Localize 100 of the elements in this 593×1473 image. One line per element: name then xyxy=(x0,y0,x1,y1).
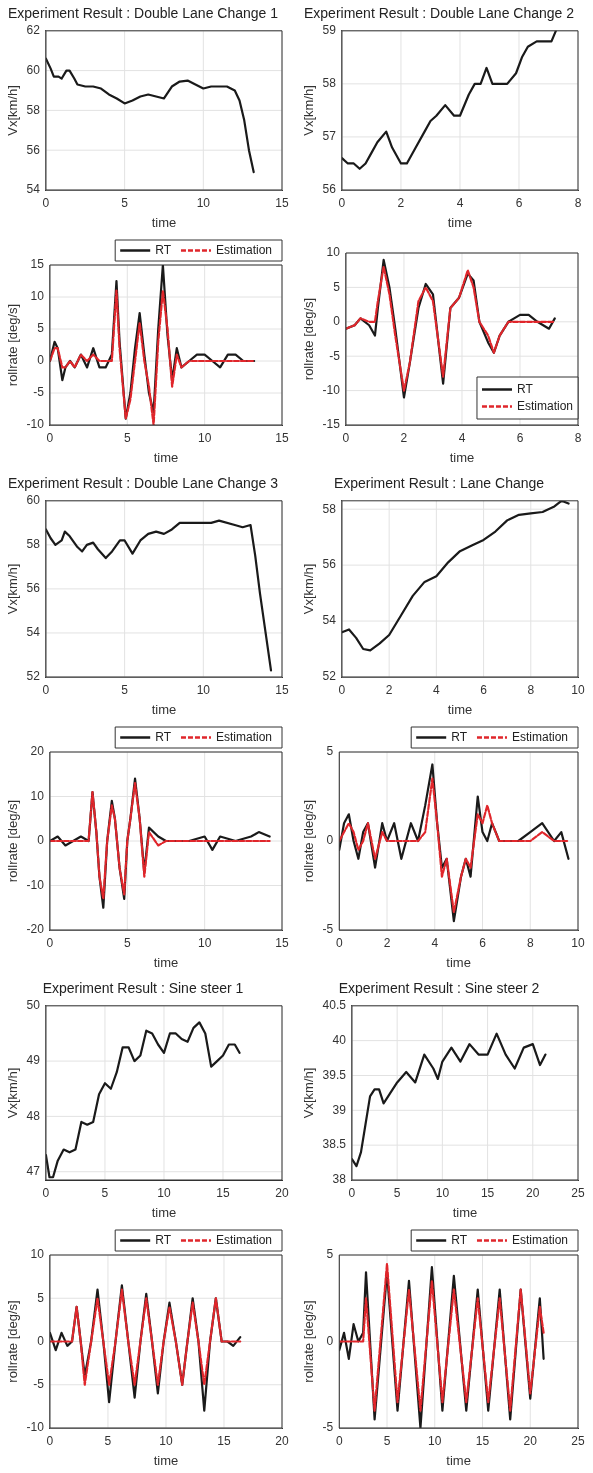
y-tick-label: -5 xyxy=(322,922,334,937)
x-axis-title: time xyxy=(151,214,177,230)
x-axis-title: time xyxy=(452,1204,478,1220)
x-tick-label: 4 xyxy=(458,430,466,445)
y-tick-label: 38 xyxy=(332,1172,347,1187)
x-tick-label: 20 xyxy=(275,1185,289,1200)
y-tick-label: 5 xyxy=(326,1247,334,1262)
chart-title: Experiment Result : Sine steer 1 xyxy=(42,980,244,997)
legend-label: Estimation xyxy=(215,1232,273,1247)
x-tick-label: 8 xyxy=(574,430,582,445)
y-axis-title: Vx[km/h] xyxy=(301,85,317,136)
y-axis-title: Vx[km/h] xyxy=(5,563,21,615)
y-tick-label: 47 xyxy=(26,1164,41,1179)
x-tick-label: 5 xyxy=(121,195,129,210)
y-tick-label: 10 xyxy=(30,788,45,803)
x-tick-label: 5 xyxy=(383,1433,391,1448)
x-axis-title: time xyxy=(447,214,473,230)
y-tick-label: 15 xyxy=(30,257,45,272)
x-tick-label: 4 xyxy=(431,935,439,950)
x-tick-label: 2 xyxy=(400,430,408,445)
y-tick-label: 54 xyxy=(322,613,337,628)
x-tick-label: 10 xyxy=(197,935,212,950)
y-tick-label: -5 xyxy=(33,385,45,400)
x-tick-label: 15 xyxy=(216,1185,230,1200)
x-tick-label: 5 xyxy=(123,935,131,950)
x-tick-label: 5 xyxy=(104,1433,112,1448)
x-tick-label: 10 xyxy=(197,430,212,445)
y-axis-title: Vx[km/h] xyxy=(301,563,317,615)
legend-label: RT xyxy=(451,729,468,744)
legend-label: RT xyxy=(155,1232,172,1247)
y-tick-label: 62 xyxy=(26,23,41,38)
y-axis-title: rollrate [deg/s] xyxy=(5,799,21,883)
y-tick-label: -5 xyxy=(33,1377,45,1392)
y-tick-label: 5 xyxy=(326,744,334,759)
y-tick-label: 5 xyxy=(37,321,45,336)
x-tick-label: 15 xyxy=(275,195,289,210)
x-tick-label: 10 xyxy=(196,195,211,210)
line-series xyxy=(49,1288,242,1386)
chart-title: Experiment Result : Double Lane Change 2 xyxy=(303,5,575,22)
x-tick-label: 6 xyxy=(480,682,488,697)
y-tick-label: 40 xyxy=(332,1032,347,1047)
y-tick-label: -10 xyxy=(26,877,45,892)
x-tick-label: 5 xyxy=(121,682,129,697)
y-tick-label: 58 xyxy=(26,102,41,117)
x-tick-label: 10 xyxy=(196,682,211,697)
legend-label: RT xyxy=(451,1232,468,1247)
y-tick-label: 50 xyxy=(26,998,41,1013)
legend-label: Estimation xyxy=(215,242,273,257)
y-tick-label: 5 xyxy=(333,279,341,294)
x-axis-title: time xyxy=(151,1204,177,1220)
y-tick-label: -5 xyxy=(322,1420,334,1435)
y-tick-label: 0 xyxy=(37,833,45,848)
x-tick-label: 8 xyxy=(526,935,534,950)
y-tick-label: -10 xyxy=(26,417,45,432)
y-tick-label: 58 xyxy=(26,537,41,552)
line-series xyxy=(49,289,256,425)
x-tick-label: 20 xyxy=(526,1185,540,1200)
x-tick-label: 15 xyxy=(275,935,289,950)
x-tick-label: 6 xyxy=(516,430,524,445)
y-tick-label: 54 xyxy=(26,182,41,197)
x-tick-label: 4 xyxy=(433,682,441,697)
y-tick-label: 20 xyxy=(30,744,45,759)
y-tick-label: 60 xyxy=(26,62,41,77)
y-tick-label: 56 xyxy=(26,142,41,157)
x-tick-label: 15 xyxy=(217,1433,231,1448)
y-tick-label: 0 xyxy=(37,1333,45,1348)
y-tick-label: 0 xyxy=(326,833,334,848)
y-tick-label: 52 xyxy=(26,669,41,684)
x-axis-title: time xyxy=(151,701,177,717)
x-tick-label: 6 xyxy=(479,935,487,950)
y-tick-label: 5 xyxy=(37,1290,45,1305)
chart-title: Experiment Result : Sine steer 2 xyxy=(338,980,540,997)
x-axis-title: time xyxy=(153,1452,179,1468)
y-tick-label: 10 xyxy=(30,289,45,304)
y-tick-label: 0 xyxy=(326,1333,334,1348)
y-tick-label: 56 xyxy=(322,557,337,572)
legend-label: Estimation xyxy=(516,398,574,413)
x-tick-label: 15 xyxy=(275,682,289,697)
y-tick-label: 58 xyxy=(322,501,337,516)
y-tick-label: 58 xyxy=(322,76,337,91)
y-tick-label: 39 xyxy=(332,1102,347,1117)
y-tick-label: 56 xyxy=(322,182,337,197)
x-tick-label: 20 xyxy=(523,1433,538,1448)
x-tick-label: 4 xyxy=(456,195,464,210)
x-tick-label: 25 xyxy=(571,1433,585,1448)
x-tick-label: 5 xyxy=(123,430,131,445)
x-tick-label: 2 xyxy=(383,935,391,950)
y-axis-title: Vx[km/h] xyxy=(5,85,21,136)
y-axis-title: rollrate [deg/s] xyxy=(5,303,21,387)
y-axis-title: rollrate [deg/s] xyxy=(301,799,317,883)
y-axis-title: Vx[km/h] xyxy=(301,1067,317,1119)
y-tick-label: 54 xyxy=(26,625,41,640)
x-tick-label: 15 xyxy=(275,430,289,445)
x-tick-label: 10 xyxy=(159,1433,173,1448)
y-tick-label: -15 xyxy=(322,417,341,432)
chart-title: Experiment Result : Double Lane Change 3 xyxy=(7,475,279,492)
y-tick-label: 59 xyxy=(322,23,337,38)
chart-title: Experiment Result : Lane Change xyxy=(333,475,545,492)
x-tick-label: 8 xyxy=(574,195,582,210)
legend-label: RT xyxy=(155,729,172,744)
